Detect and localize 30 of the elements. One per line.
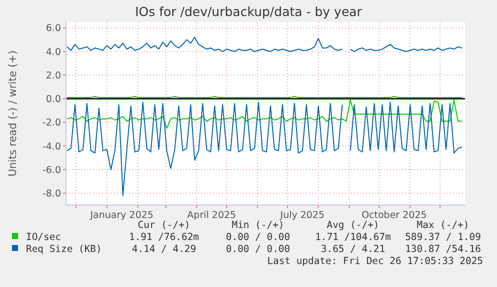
text: Max (-/+) (416, 220, 470, 231)
y-tick-label: 0.0 (46, 94, 61, 106)
x-tick-label: January 2025 (89, 210, 154, 221)
text: Cur (-/+) (138, 220, 190, 231)
text: 3.65 / 4.21 (320, 244, 386, 255)
text: 4.14 / 4.29 (132, 244, 196, 255)
text: 589.37 / 1.09 (405, 232, 482, 243)
text: 0.00 / 0.00 (226, 232, 290, 243)
y-tick-label: -4.0 (42, 141, 61, 152)
legend-label: Req Size (KB) (26, 244, 102, 255)
y-tick-label: -8.0 (42, 188, 61, 200)
text: 130.87 /54.16 (405, 244, 482, 255)
text: 0.00 / 0.00 (226, 244, 290, 255)
y-tick-label: -6.0 (42, 164, 61, 176)
legend-label: IO/sec (26, 232, 62, 243)
y-tick-label: 4.0 (46, 46, 61, 58)
text: 1.71 /104.67m (315, 232, 392, 243)
text: Min (-/+) (232, 220, 284, 231)
y-tick-label: -2.0 (42, 118, 61, 129)
chart-title: IOs for /dev/urbackup/data - by year (135, 4, 363, 19)
text: 1.91 /76.62m (129, 232, 200, 243)
line-series (66, 99, 463, 129)
x-tick-label: October 2025 (362, 210, 427, 221)
text: Avg (-/+) (326, 220, 380, 231)
x-tick-label: April 2025 (187, 210, 236, 221)
text: Last update: Fri Dec 26 17:05:33 2025 (267, 256, 484, 267)
y-tick-label: 2.0 (46, 70, 61, 82)
y-axis-title: Units read (-) / write (+) (7, 50, 19, 177)
x-tick-label: July 2025 (279, 210, 325, 221)
y-tick-label: 6.0 (46, 23, 61, 34)
